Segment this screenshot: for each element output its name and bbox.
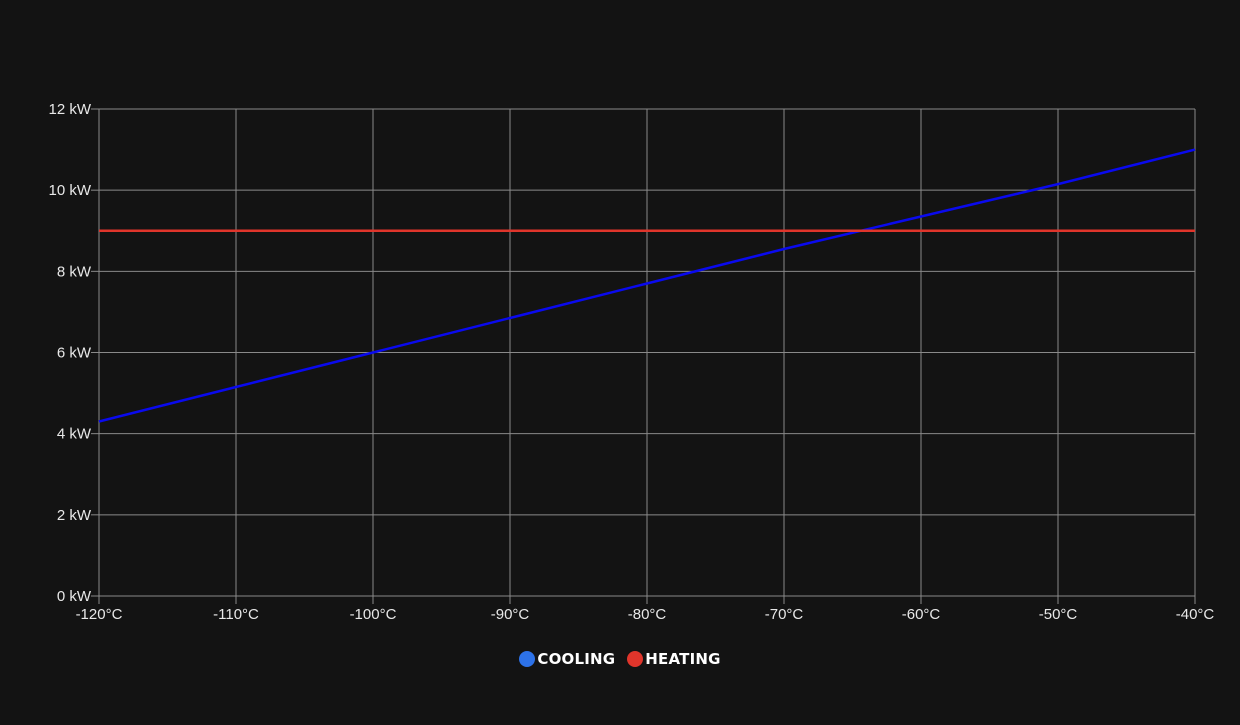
x-tick-label: -110°C (213, 606, 259, 623)
x-tick-label: -90°C (491, 606, 530, 623)
x-tick-label: -80°C (628, 606, 667, 623)
y-tick-label: 6 kW (57, 345, 92, 362)
x-tick-label: -40°C (1176, 606, 1215, 623)
series-line-cooling (98, 148, 1196, 423)
y-tick-label: 8 kW (57, 263, 92, 280)
x-tick-label: -100°C (350, 606, 397, 623)
y-tick-label: 10 kW (48, 182, 91, 199)
x-tick-label: -70°C (765, 606, 804, 623)
cooling-dot-icon (519, 651, 536, 667)
y-tick-label: 0 kW (57, 588, 92, 605)
axes: 0 kW 2 kW 4 kW 6 kW 8 kW 10 kW 12 kW -120°C -110… (48, 101, 1214, 623)
legend-item-cooling[interactable]: COOLING (519, 650, 615, 668)
x-tick-label: -120°C (76, 606, 123, 623)
y-tick-label: 12 kW (48, 101, 91, 118)
x-tick-label: -50°C (1039, 606, 1078, 623)
legend-item-heating[interactable]: HEATING (627, 650, 720, 668)
series-lines (98, 148, 1196, 423)
heating-dot-icon (627, 651, 644, 667)
legend-label-heating: HEATING (645, 650, 721, 668)
legend-label-cooling: COOLING (537, 650, 616, 668)
grid (98, 108, 1196, 597)
y-tick-label: 4 kW (57, 426, 92, 443)
legend: COOLING HEATING (0, 650, 1240, 668)
y-tick-label: 2 kW (57, 507, 92, 524)
x-tick-label: -60°C (902, 606, 941, 623)
